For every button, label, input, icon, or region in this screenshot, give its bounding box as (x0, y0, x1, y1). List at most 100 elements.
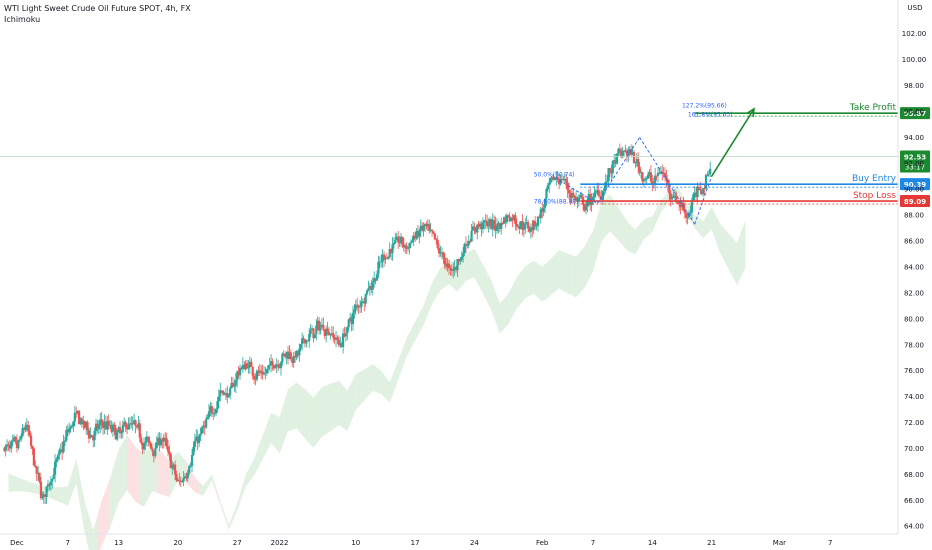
cloud-segment (720, 223, 725, 261)
candle-body (638, 166, 641, 173)
level-label-take_profit: Take Profit (849, 103, 897, 113)
candle-body (430, 229, 434, 232)
candle-body (570, 192, 573, 199)
candle-body (162, 437, 165, 442)
cloud-segment (584, 238, 589, 288)
level-price-text: 89.09 (904, 198, 926, 206)
candle-body (333, 337, 336, 340)
candle-body (188, 466, 191, 473)
time-tick-label: 13 (114, 539, 123, 547)
candle-body (470, 230, 473, 242)
candle-body (531, 227, 534, 231)
time-tick-label: Mar (773, 539, 786, 547)
candle-body (154, 448, 157, 456)
cloud-segment (296, 382, 301, 434)
cloud-segment (698, 218, 704, 239)
pattern-leg (694, 176, 713, 225)
candle-body (613, 160, 616, 161)
candle-body (274, 366, 277, 369)
candle-body (364, 293, 367, 304)
candle-body (21, 428, 24, 437)
candle-body (519, 221, 523, 229)
cloud-segment (707, 206, 712, 234)
candle-body (172, 464, 175, 467)
candle-body (227, 395, 230, 398)
candle-body (200, 427, 204, 434)
candle-body (219, 390, 222, 397)
level-price-text: 90.39 (904, 181, 926, 189)
candle-body (412, 235, 415, 241)
candle-body (181, 481, 184, 483)
candle-body (395, 236, 398, 240)
candle-body (134, 420, 137, 426)
cloud-segment (525, 263, 530, 299)
candle-body (473, 226, 476, 228)
candle-body (707, 173, 710, 176)
time-axis[interactable]: Dec 7 13 20 27 2022 10 17 24 Feb 7 14 21 Mar 7 (0, 533, 898, 547)
candle-body (265, 368, 268, 374)
candle-body (449, 268, 452, 270)
cloud-segment (389, 371, 394, 404)
cloud-segment (101, 489, 106, 546)
candle-body (63, 440, 67, 442)
cloud-segment (165, 456, 170, 498)
candle-body (292, 356, 295, 363)
candle-body (195, 436, 198, 441)
level-price-text: 95.87 (904, 110, 926, 118)
price-tick-label: 66.00 (904, 497, 924, 505)
candle-body (538, 216, 541, 219)
candle-body (387, 256, 390, 259)
candle-body (438, 248, 441, 254)
level-label-stop_loss: Stop Loss (853, 191, 896, 201)
candle-body (577, 197, 580, 202)
candle-body (703, 188, 706, 189)
candle-body (288, 352, 291, 359)
candle-body (214, 408, 218, 414)
candle-body (686, 217, 689, 219)
price-axis[interactable]: 64.00 66.00 68.00 70.00 72.00 74.00 76.00 78.00… (897, 0, 927, 534)
candle-body (46, 484, 50, 487)
candle-body (199, 433, 202, 436)
cloud-segment (25, 480, 30, 493)
candle-body (510, 217, 513, 222)
pattern-leg (596, 137, 640, 204)
candle-body (680, 202, 684, 208)
candle-body (45, 486, 48, 497)
candle-body (260, 370, 263, 372)
cloud-segment (694, 215, 699, 234)
candle-body (308, 334, 311, 342)
candle-body (518, 226, 521, 229)
candle-body (325, 328, 328, 336)
candle-body (223, 394, 226, 395)
cloud-segment (110, 463, 115, 528)
candle-body (100, 419, 103, 423)
candle-body (202, 425, 205, 428)
candle-body (217, 396, 220, 402)
candle-body (631, 152, 634, 155)
candle-body (301, 338, 304, 345)
candle-body (182, 477, 185, 482)
candle-body (428, 224, 431, 231)
candle-body (303, 339, 307, 344)
candle-body (590, 200, 593, 205)
ichimoku-cloud (8, 186, 746, 550)
candle-body (185, 476, 188, 479)
cloud-segment (190, 469, 195, 493)
candle-body (52, 474, 55, 479)
candle-body (189, 465, 192, 467)
candle-body (397, 236, 400, 243)
candle-body (230, 382, 233, 389)
cloud-segment (588, 230, 594, 280)
candle-body (175, 474, 178, 481)
candle-body (422, 225, 425, 231)
candle-body (375, 274, 379, 281)
price-tick-label: 90.00 (904, 186, 924, 194)
candle-body (600, 196, 603, 200)
candle-body (87, 430, 91, 439)
candle-body (477, 224, 480, 227)
candle-body (454, 267, 458, 271)
price-tick-label: 100.00 (902, 56, 927, 64)
candle-body (31, 446, 34, 449)
candle-body (7, 444, 10, 446)
